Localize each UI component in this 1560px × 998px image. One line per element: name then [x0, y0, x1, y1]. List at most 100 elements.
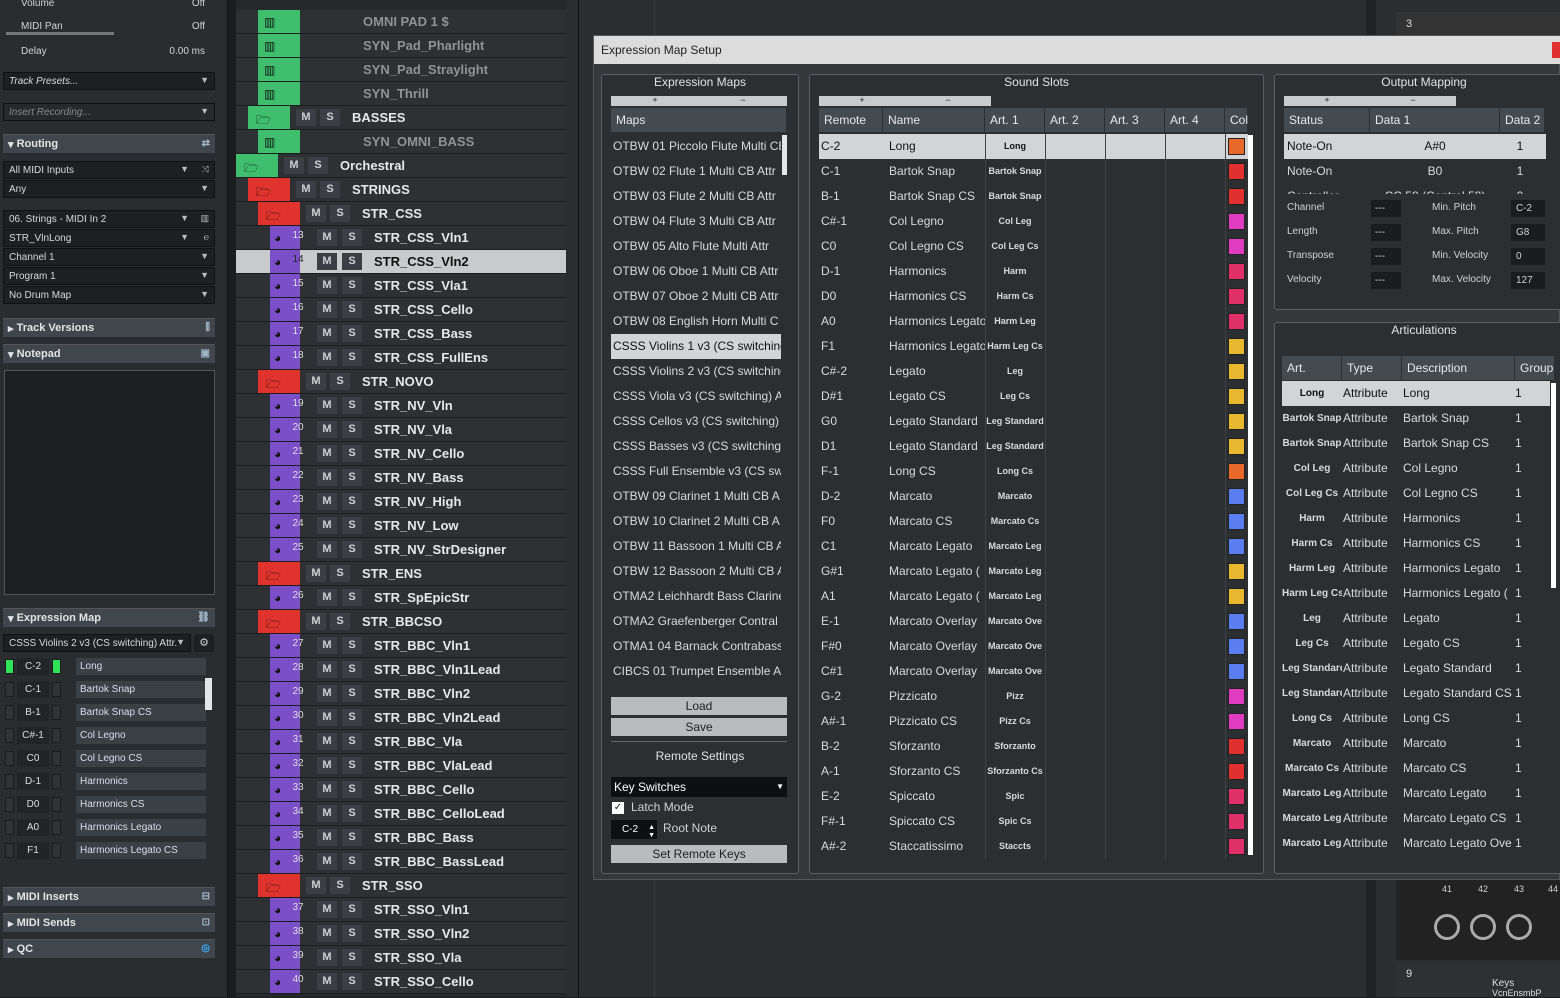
track-row[interactable]: ◕ 39 M S STR_SSO_Vla: [236, 946, 566, 970]
track-row[interactable]: ◕ 19 M S STR_NV_Vln: [236, 394, 566, 418]
slot-name[interactable]: Long: [889, 139, 916, 153]
slot-articulation-1[interactable]: Col Leg: [998, 216, 1032, 226]
slot-color-swatch[interactable]: [1228, 338, 1245, 355]
output-data1[interactable]: B0: [1427, 164, 1443, 178]
solo-button[interactable]: S: [342, 493, 362, 510]
solo-button[interactable]: S: [342, 901, 362, 918]
track-presets-dropdown[interactable]: Track Presets... ▼: [3, 72, 215, 90]
articulation-name[interactable]: Bartok Snap: [1282, 438, 1342, 449]
solo-button[interactable]: S: [342, 421, 362, 438]
track-row[interactable]: ◕ 35 M S STR_BBC_Bass: [236, 826, 566, 850]
slot-articulation-1[interactable]: Harm Cs: [996, 291, 1034, 301]
mute-button[interactable]: M: [317, 973, 337, 990]
articulation-name[interactable]: Harm Leg Cs: [1282, 588, 1342, 599]
articulation-name[interactable]: Harm Leg: [1288, 563, 1336, 574]
solo-button[interactable]: S: [330, 613, 350, 630]
mute-button[interactable]: M: [317, 229, 337, 246]
slot-articulation-1[interactable]: Sforzanto Cs: [987, 766, 1043, 776]
slot-color-swatch[interactable]: [1228, 138, 1245, 155]
slot-color-swatch[interactable]: [1228, 163, 1245, 180]
slot-color-swatch[interactable]: [1228, 388, 1245, 405]
articulation-name[interactable]: Marcato Leg: [1282, 788, 1342, 799]
solo-button[interactable]: S: [330, 205, 350, 222]
output-status[interactable]: Controller: [1287, 184, 1367, 194]
track-row[interactable]: ◕ 18 M S STR_CSS_FullEns: [236, 346, 566, 370]
solo-button[interactable]: S: [342, 829, 362, 846]
add-map-button[interactable]: +: [611, 96, 699, 106]
slot-name[interactable]: Marcato: [889, 489, 933, 503]
articulation-group[interactable]: 1: [1515, 611, 1522, 625]
param-stepper[interactable]: 127: [1511, 272, 1545, 289]
track-row[interactable]: 🗁 M S Orchestral: [236, 154, 566, 178]
articulation-name[interactable]: Bartok Snap: [1282, 413, 1342, 424]
mute-button[interactable]: M: [317, 685, 337, 702]
slots-column-header[interactable]: Art. 2: [1045, 108, 1105, 132]
articulation-type[interactable]: Attribute: [1343, 836, 1388, 850]
channel-dropdown[interactable]: Channel 1 ▼: [3, 248, 215, 266]
slot-color-swatch[interactable]: [1228, 638, 1245, 655]
slot-color-swatch[interactable]: [1228, 738, 1245, 755]
articulation-group[interactable]: 1: [1515, 661, 1522, 675]
articulation-type[interactable]: Attribute: [1343, 761, 1388, 775]
articulation-name[interactable]: Harm: [1299, 513, 1325, 524]
track-row[interactable]: ◕ 23 M S STR_NV_High: [236, 490, 566, 514]
articulation-description[interactable]: Legato Standard: [1403, 661, 1492, 675]
slot-color-swatch[interactable]: [1228, 538, 1245, 555]
slot-articulation-1[interactable]: Leg Cs: [999, 391, 1030, 401]
map-list-item[interactable]: OTBW 03 Flute 2 Multi CB Attr: [613, 189, 776, 203]
articulation-group[interactable]: 1: [1515, 711, 1522, 725]
midi-output-dropdown[interactable]: 06. Strings - MIDI In 2 ▼ ▥: [3, 210, 215, 228]
output-data2[interactable]: 1: [1516, 139, 1524, 153]
slot-color-swatch[interactable]: [1228, 488, 1245, 505]
solo-button[interactable]: S: [342, 541, 362, 558]
solo-button[interactable]: S: [308, 157, 328, 174]
slot-name[interactable]: Bartok Snap: [889, 164, 956, 178]
set-remote-keys-button[interactable]: Set Remote Keys: [611, 845, 787, 863]
slot-color-swatch[interactable]: [1228, 438, 1245, 455]
solo-button[interactable]: S: [342, 277, 362, 294]
track-row[interactable]: 🗁 M S BASSES: [236, 106, 566, 130]
solo-button[interactable]: S: [330, 565, 350, 582]
solo-button[interactable]: S: [330, 373, 350, 390]
track-row[interactable]: ◕ 14 M S STR_CSS_Vln2: [236, 250, 566, 274]
articulation-column-header[interactable]: Group: [1515, 356, 1555, 380]
track-row[interactable]: 🗁 M S STR_NOVO: [236, 370, 566, 394]
articulation-group[interactable]: 1: [1515, 736, 1522, 750]
remove-output-button[interactable]: −: [1370, 96, 1456, 106]
track-row[interactable]: 🗁 M S STR_BBCSO: [236, 610, 566, 634]
articulation-type[interactable]: Attribute: [1343, 411, 1388, 425]
articulation-group[interactable]: 1: [1515, 586, 1522, 600]
mute-button[interactable]: M: [317, 325, 337, 342]
slot-color-swatch[interactable]: [1228, 288, 1245, 305]
slot-articulation-1[interactable]: Long Cs: [997, 466, 1033, 476]
slot-articulation-1[interactable]: Bartok Snap: [988, 191, 1042, 201]
mute-button[interactable]: M: [317, 253, 337, 270]
solo-button[interactable]: S: [342, 805, 362, 822]
slot-color-swatch[interactable]: [1228, 463, 1245, 480]
slot-articulation-1[interactable]: Marcato Leg: [988, 541, 1042, 551]
articulation-name[interactable]: Leg: [1303, 613, 1321, 624]
param-stepper[interactable]: C-2: [1511, 200, 1545, 217]
articulation-group[interactable]: 1: [1515, 761, 1522, 775]
track-row[interactable]: ▥ SYN_Pad_Pharlight: [236, 34, 566, 58]
output-column-header[interactable]: Data 2: [1500, 108, 1545, 132]
slot-remote[interactable]: A#-1: [821, 714, 847, 728]
articulation-type[interactable]: Attribute: [1343, 711, 1388, 725]
slot-name[interactable]: Legato Standard: [889, 439, 978, 453]
articulation-description[interactable]: Bartok Snap CS: [1403, 436, 1490, 450]
mute-button[interactable]: M: [317, 661, 337, 678]
track-row[interactable]: ◕ 24 M S STR_NV_Low: [236, 514, 566, 538]
slot-remote[interactable]: D#1: [821, 389, 844, 403]
map-list-item[interactable]: OTBW 01 Piccolo Flute Multi CB: [613, 139, 781, 153]
param-stepper[interactable]: ---: [1371, 224, 1401, 241]
slot-articulation-1[interactable]: Col Leg Cs: [991, 241, 1039, 251]
slot-remote[interactable]: A-1: [821, 764, 840, 778]
mute-button[interactable]: M: [306, 373, 326, 390]
articulation-name[interactable]: Leg Standard: [1282, 688, 1342, 699]
articulation-description[interactable]: Legato CS: [1403, 636, 1460, 650]
track-row[interactable]: ▥ OMNI PAD 1 $: [236, 10, 566, 34]
articulation-type[interactable]: Attribute: [1343, 486, 1388, 500]
track-row[interactable]: ◕ 15 M S STR_CSS_Vla1: [236, 274, 566, 298]
mute-button[interactable]: M: [317, 829, 337, 846]
output-status[interactable]: Note-On: [1287, 139, 1333, 153]
